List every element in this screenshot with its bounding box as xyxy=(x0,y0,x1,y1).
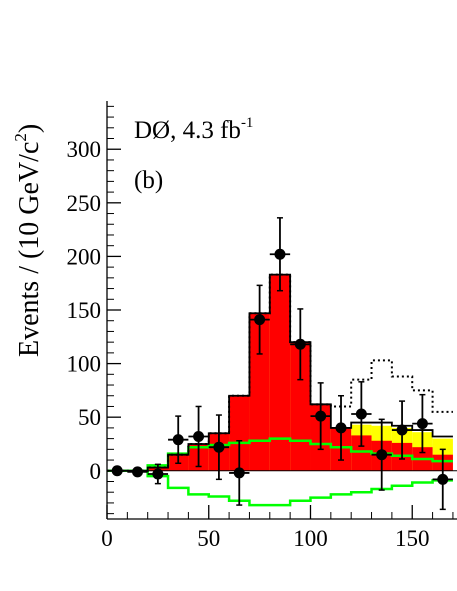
data-points xyxy=(107,217,453,511)
data-point xyxy=(391,400,413,460)
data-point xyxy=(188,405,209,468)
data-point-marker xyxy=(355,408,367,420)
green-uncertainty-band xyxy=(107,437,453,507)
data-point-marker xyxy=(437,473,449,485)
data-point xyxy=(371,418,392,491)
data-point-marker xyxy=(172,434,184,446)
y-tick-label: 100 xyxy=(67,352,102,377)
data-point-marker xyxy=(233,467,245,479)
data-point xyxy=(290,308,311,381)
red-bar xyxy=(351,435,372,471)
red-bar xyxy=(290,342,311,471)
red-bar xyxy=(229,395,250,471)
red-bar xyxy=(249,313,270,471)
data-point-marker xyxy=(274,248,286,260)
x-tick-label: 150 xyxy=(395,526,430,551)
data-point xyxy=(147,463,169,485)
x-tick-label: 100 xyxy=(293,526,328,551)
data-point xyxy=(351,381,372,447)
data-point xyxy=(269,217,291,292)
y-tick-label: 0 xyxy=(90,459,102,484)
data-point xyxy=(229,440,250,506)
green-band-upper xyxy=(107,437,453,473)
red-bar xyxy=(269,274,291,471)
green-band-lower xyxy=(107,469,453,507)
y-tick-label: 300 xyxy=(67,137,102,162)
data-point-marker xyxy=(335,422,347,434)
annotation-experiment: DØ, 4.3 fb-1 xyxy=(134,115,253,144)
data-point-marker xyxy=(396,424,408,436)
data-point xyxy=(208,414,230,481)
data-point-marker xyxy=(193,430,205,442)
data-point-marker xyxy=(152,468,164,480)
data-point xyxy=(432,448,453,511)
y-tick-label: 50 xyxy=(78,405,101,430)
axes: 0 50 100 150 200 250 300 0 50 100 150 xyxy=(67,101,457,551)
data-point-marker xyxy=(254,314,266,326)
y-axis-label: Events / (10 GeV/c2) xyxy=(11,124,45,357)
data-point xyxy=(127,466,148,478)
y-tick-label: 150 xyxy=(67,298,102,323)
data-point xyxy=(310,382,331,451)
x-tick-label: 0 xyxy=(101,526,113,551)
x-tick-label: 50 xyxy=(197,526,220,551)
data-point xyxy=(249,284,270,355)
data-point-marker xyxy=(376,449,388,461)
annotation-panel: (b) xyxy=(134,167,163,194)
data-point-marker xyxy=(315,410,327,422)
data-point xyxy=(330,394,352,461)
y-tick-label: 200 xyxy=(67,244,102,269)
data-point-marker xyxy=(416,418,428,430)
data-point-marker xyxy=(132,466,144,478)
data-point xyxy=(168,415,189,465)
data-point-marker xyxy=(213,441,225,453)
y-tick-label: 250 xyxy=(67,191,102,216)
data-point-marker xyxy=(294,338,306,350)
data-point xyxy=(412,393,433,454)
